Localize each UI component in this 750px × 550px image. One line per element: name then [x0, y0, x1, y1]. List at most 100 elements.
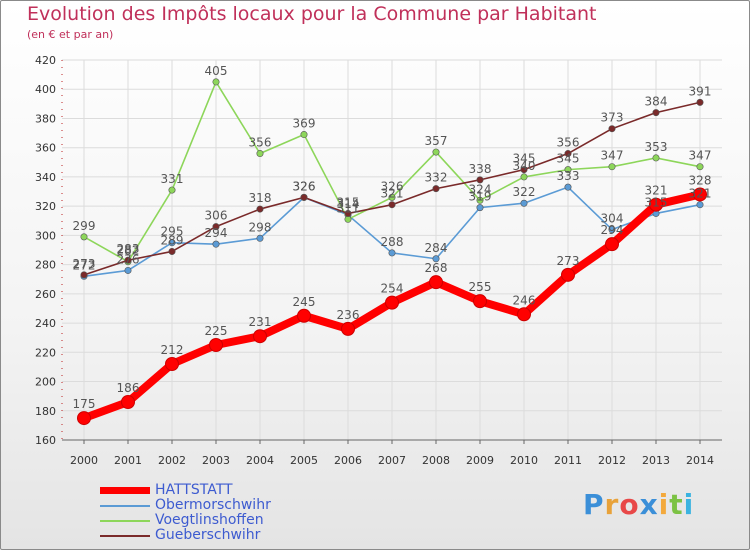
data-label: 212 — [161, 343, 184, 357]
data-point-gueberschwihr — [80, 271, 88, 279]
data-point-gueberschwihr — [300, 193, 308, 201]
data-label: 295 — [161, 225, 184, 239]
data-label: 255 — [469, 280, 492, 294]
y-tick-label: 180 — [35, 405, 56, 418]
data-label: 347 — [689, 149, 712, 163]
data-point-voegtlinshoffen — [256, 150, 264, 158]
data-point-hattstatt — [121, 395, 135, 409]
data-point-obermorschwihr — [608, 226, 616, 234]
data-point-hattstatt — [561, 267, 575, 282]
logo-letter: t — [669, 488, 684, 521]
data-label: 315 — [337, 195, 360, 209]
x-tick-label: 2002 — [158, 454, 186, 467]
x-tick-label: 2005 — [290, 454, 318, 467]
series-layer — [77, 78, 707, 426]
data-point-obermorschwihr — [168, 239, 176, 247]
data-label: 304 — [601, 212, 624, 226]
x-tick-label: 2013 — [642, 454, 670, 467]
data-label: 273 — [73, 257, 96, 271]
data-label: 254 — [381, 282, 404, 296]
data-point-gueberschwihr — [696, 98, 704, 106]
data-point-voegtlinshoffen — [696, 163, 704, 171]
logo-letter: P — [583, 488, 605, 521]
data-point-obermorschwihr — [432, 255, 440, 263]
legend-swatch — [100, 505, 150, 507]
data-point-gueberschwihr — [432, 185, 440, 193]
x-tick-label: 2008 — [422, 454, 450, 467]
data-point-hattstatt — [77, 411, 91, 426]
data-point-obermorschwihr — [476, 204, 484, 212]
legend-swatch — [100, 535, 150, 537]
data-labels-layer: 272 276 295 294 298 326 314 288 284 319 322 333 304 3… — [73, 64, 712, 411]
y-tick-label: 220 — [35, 346, 56, 359]
y-tick-label: 260 — [35, 288, 56, 301]
data-label: 340 — [513, 159, 536, 173]
logo-letter: o — [619, 488, 640, 521]
data-label: 345 — [513, 152, 536, 166]
data-label: 391 — [689, 84, 712, 98]
data-label: 186 — [117, 381, 140, 395]
data-point-voegtlinshoffen — [432, 148, 440, 156]
logo-letter: r — [604, 488, 620, 521]
data-point-obermorschwihr — [696, 201, 704, 209]
proxiti-logo: Proxiti — [583, 488, 694, 521]
data-label: 356 — [249, 136, 272, 150]
y-tick-label: 340 — [35, 171, 56, 184]
data-label: 288 — [381, 235, 404, 249]
data-point-gueberschwihr — [608, 125, 616, 133]
x-tick-label: 2014 — [686, 454, 714, 467]
data-point-hattstatt — [253, 329, 267, 344]
data-label: 268 — [425, 261, 448, 275]
data-point-gueberschwihr — [168, 247, 176, 255]
data-label: 373 — [601, 111, 624, 125]
data-point-gueberschwihr — [564, 150, 572, 158]
data-point-voegtlinshoffen — [652, 154, 660, 162]
data-label: 322 — [513, 185, 536, 199]
data-label: 332 — [425, 171, 448, 185]
data-label: 353 — [645, 140, 668, 154]
data-point-hattstatt — [297, 308, 311, 323]
data-point-voegtlinshoffen — [476, 196, 484, 204]
legend-label: HATTSTATT — [155, 482, 233, 498]
data-point-gueberschwihr — [520, 166, 528, 174]
data-point-obermorschwihr — [564, 183, 572, 191]
data-point-gueberschwihr — [476, 176, 484, 184]
data-point-obermorschwihr — [124, 266, 132, 274]
data-label: 236 — [337, 308, 360, 322]
legend-label: Obermorschwihr — [155, 497, 271, 513]
data-label: 283 — [117, 242, 140, 256]
data-point-voegtlinshoffen — [344, 215, 352, 223]
data-label: 273 — [557, 254, 580, 268]
data-point-voegtlinshoffen — [564, 166, 572, 174]
x-tick-label: 2010 — [510, 454, 538, 467]
data-point-hattstatt — [473, 294, 487, 309]
data-label: 333 — [557, 169, 580, 183]
data-point-hattstatt — [165, 357, 179, 371]
data-point-hattstatt — [649, 197, 663, 212]
logo-letter: i — [658, 488, 670, 521]
data-label: 319 — [469, 190, 492, 204]
data-point-hattstatt — [517, 307, 531, 322]
data-point-hattstatt — [209, 338, 223, 352]
y-tick-label: 240 — [35, 317, 56, 330]
data-label: 356 — [557, 136, 580, 150]
data-point-voegtlinshoffen — [388, 193, 396, 201]
data-point-voegtlinshoffen — [300, 131, 308, 139]
data-label: 272 — [73, 258, 96, 272]
legend-label: Gueberschwihr — [155, 527, 261, 543]
data-point-voegtlinshoffen — [168, 186, 176, 194]
data-label: 311 — [337, 201, 360, 215]
data-point-voegtlinshoffen — [212, 78, 220, 86]
x-tick-label: 2009 — [466, 454, 494, 467]
y-tick-label: 360 — [35, 142, 56, 155]
data-point-obermorschwihr — [256, 234, 264, 242]
x-tick-label: 2003 — [202, 454, 230, 467]
data-label: 315 — [645, 195, 668, 209]
y-tick-label: 320 — [35, 200, 56, 213]
data-label: 326 — [293, 179, 316, 193]
y-tick-label: 280 — [35, 259, 56, 272]
y-tick-label: 420 — [35, 54, 56, 67]
logo-letter: i — [683, 488, 695, 521]
